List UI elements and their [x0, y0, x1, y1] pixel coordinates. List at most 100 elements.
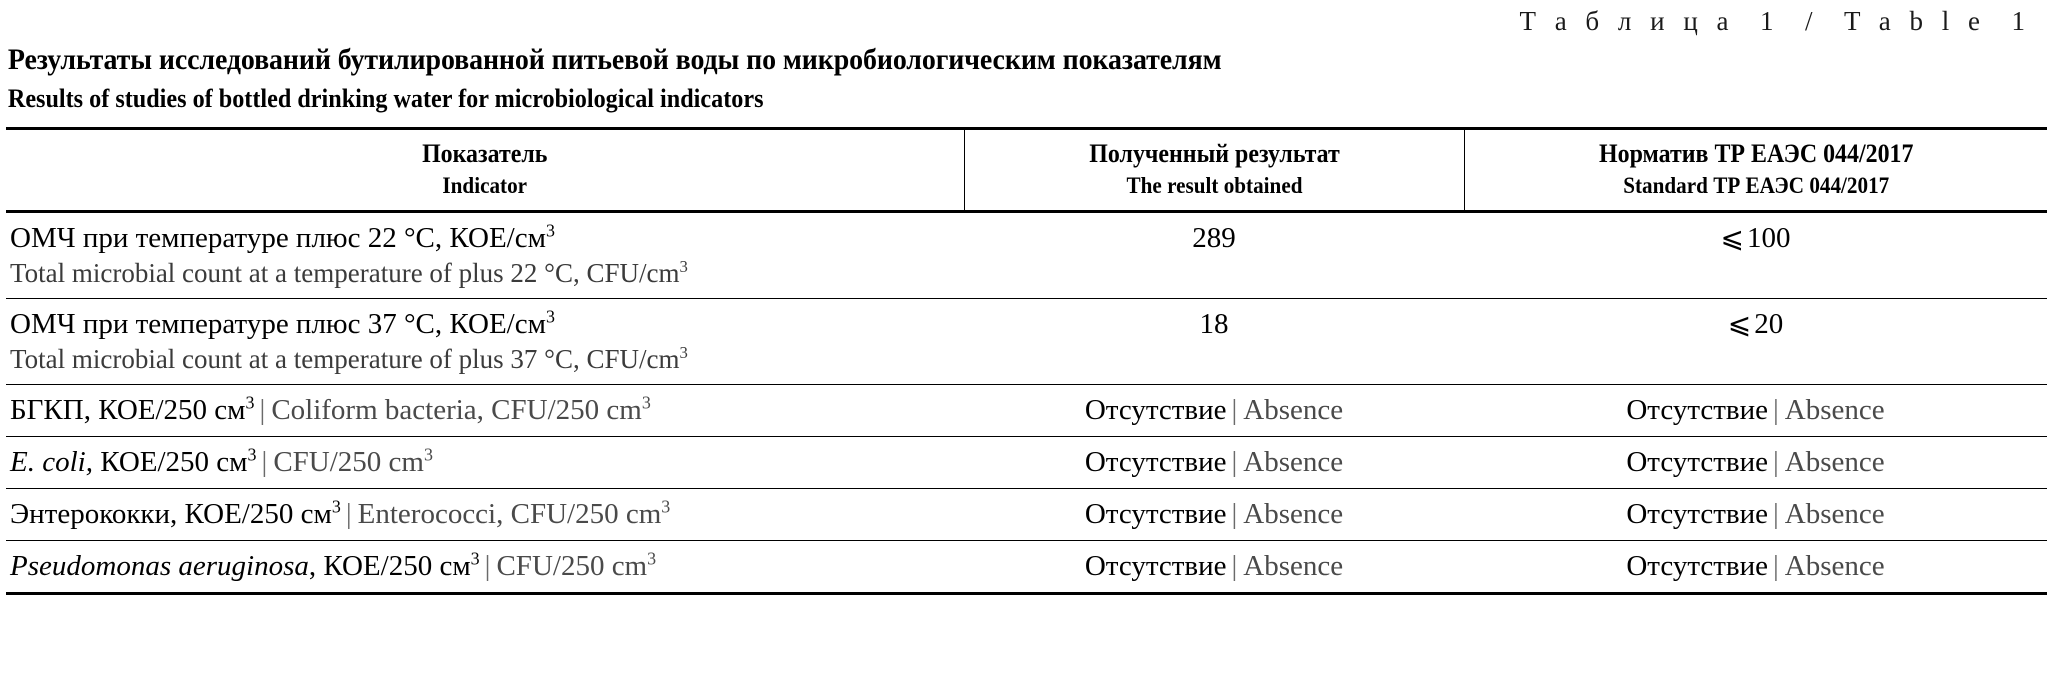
value-en: Absence [1243, 446, 1344, 478]
table-body: ОМЧ при температуре плюс 22 °C, КОЕ/см3 T… [6, 212, 2047, 594]
indicator-ru: ОМЧ при температуре плюс 22 °C, КОЕ/см3 [10, 220, 954, 256]
superscript: 3 [679, 257, 688, 276]
indicator-ru-units: , КОЕ/250 см [308, 550, 471, 582]
cell-result-value: 18 [1200, 308, 1229, 340]
value-ru: Отсутствие [1626, 550, 1768, 582]
inline-separator: | [1772, 446, 1779, 478]
value-ru: Отсутствие [1084, 446, 1227, 478]
superscript: 3 [331, 496, 341, 517]
results-table-wrapper: Показатель Indicator Полученный результа… [6, 127, 2047, 595]
cell-standard-value: ⩽ 100 [1721, 222, 1791, 254]
indicator-ru-text: БГКП, КОЕ/250 см [10, 394, 246, 426]
inline-separator: | [261, 446, 268, 478]
cell-result: Отсутствие | Absence [964, 437, 1464, 489]
cell-standard: Отсутствие | Absence [1464, 437, 2047, 489]
cell-indicator: БГКП, КОЕ/250 см3 | Coliform bacteria, CFU… [6, 385, 964, 437]
column-header-standard-en: Standard ТР ЕАЭС 044/2017 [1622, 173, 1889, 198]
inline-separator: | [1231, 498, 1238, 530]
table-row: ОМЧ при температуре плюс 22 °C, КОЕ/см3 T… [6, 212, 2047, 299]
inline-separator: | [259, 394, 266, 426]
superscript: 3 [470, 548, 480, 569]
superscript: 3 [245, 392, 255, 413]
indicator-en: Total microbial count at a temperature o… [10, 343, 688, 374]
cell-result-value: Отсутствие | Absence [1085, 446, 1343, 478]
indicator-en-text: CFU/250 cm [273, 446, 424, 478]
column-header-result-en: The result obtained [1126, 173, 1302, 198]
indicator-ru: E. coli, КОЕ/250 см3 | CFU/250 cm3 [10, 444, 954, 480]
table-row: E. coli, КОЕ/250 см3 | CFU/250 cm3 Отсутств… [6, 437, 2047, 489]
value-en: Absence [1243, 498, 1344, 530]
cell-result: Отсутствие | Absence [964, 541, 1464, 594]
value-en: Absence [1243, 394, 1344, 426]
cell-indicator: Энтерококки, КОЕ/250 см3 | Enterococci, CF… [6, 489, 964, 541]
less-or-equal-symbol: ⩽ [1720, 223, 1744, 254]
indicator-en-text: CFU/250 cm [496, 550, 648, 582]
numeric-value: 18 [1199, 308, 1229, 340]
column-header-standard-ru: Норматив ТР ЕАЭС 044/2017 [1598, 139, 1913, 168]
column-header-indicator-en: Indicator [442, 173, 528, 198]
cell-indicator: Pseudomonas aeruginosa, КОЕ/250 см3 | CFU/… [6, 541, 964, 594]
results-table: Показатель Indicator Полученный результа… [6, 127, 2047, 595]
cell-result-value: 289 [1192, 222, 1236, 254]
value-en: Absence [1784, 498, 1885, 530]
inline-separator: | [1231, 550, 1238, 582]
indicator-en-text: Enterococci, CFU/250 cm [357, 498, 662, 530]
value-ru: Отсутствие [1626, 394, 1768, 426]
value-ru: Отсутствие [1626, 498, 1768, 530]
table-title-en: Results of studies of bottled drinking w… [7, 84, 764, 113]
superscript: 3 [545, 220, 555, 241]
superscript: 3 [423, 444, 433, 465]
value-en: Absence [1784, 550, 1885, 582]
indicator-ru-text: E. coli, [10, 446, 93, 478]
less-or-equal-symbol: ⩽ [1727, 309, 1752, 340]
cell-standard-value: ⩽ 20 [1728, 308, 1783, 340]
table-number-caption: Т а б л и ц а 1 / T a b l e 1 [1519, 6, 2031, 36]
cell-result: Отсутствие | Absence [964, 385, 1464, 437]
cell-standard-value: Отсутствие | Absence [1626, 446, 1884, 478]
column-header-result-ru: Полученный результат [1088, 139, 1340, 168]
numeric-value: 100 [1746, 222, 1791, 254]
cell-standard: ⩽ 20 [1464, 299, 2047, 385]
table-row: Pseudomonas aeruginosa, КОЕ/250 см3 | CFU/… [6, 541, 2047, 594]
cell-result-value: Отсутствие | Absence [1085, 550, 1343, 582]
indicator-ru: Pseudomonas aeruginosa, КОЕ/250 см3 | CFU/… [10, 548, 954, 584]
indicator-ru-text: Энтерококки, КОЕ/250 см [10, 498, 332, 530]
indicator-ru: Энтерококки, КОЕ/250 см3 | Enterococci, CF… [10, 496, 954, 532]
cell-result: 289 [964, 212, 1464, 299]
inline-separator: | [1772, 394, 1779, 426]
value-en: Absence [1784, 446, 1885, 478]
table-row: ОМЧ при температуре плюс 37 °C, КОЕ/см3 T… [6, 299, 2047, 385]
cell-indicator: E. coli, КОЕ/250 см3 | CFU/250 cm3 [6, 437, 964, 489]
value-ru: Отсутствие [1084, 498, 1227, 530]
cell-result-value: Отсутствие | Absence [1085, 394, 1343, 426]
cell-standard: Отсутствие | Absence [1464, 489, 2047, 541]
value-ru: Отсутствие [1084, 550, 1227, 582]
superscript: 3 [247, 444, 257, 465]
indicator-en-text: Coliform bacteria, CFU/250 cm [271, 394, 642, 426]
indicator-ru-units: КОЕ/250 см [92, 446, 248, 478]
value-en: Absence [1784, 394, 1885, 426]
cell-standard: Отсутствие | Absence [1464, 541, 2047, 594]
indicator-ru-text: ОМЧ при температуре плюс 37 °C, КОЕ/см [10, 308, 546, 340]
cell-result: Отсутствие | Absence [964, 489, 1464, 541]
inline-separator: | [1772, 498, 1779, 530]
table-row: БГКП, КОЕ/250 см3 | Coliform bacteria, CFU… [6, 385, 2047, 437]
numeric-value: 20 [1754, 308, 1784, 340]
value-en: Absence [1243, 550, 1344, 582]
cell-standard: ⩽ 100 [1464, 212, 2047, 299]
indicator-ru: ОМЧ при температуре плюс 37 °C, КОЕ/см3 [10, 306, 954, 342]
column-header-standard: Норматив ТР ЕАЭС 044/2017 Standard ТР ЕА… [1463, 128, 2047, 212]
numeric-value: 289 [1192, 222, 1236, 254]
table-row: Энтерококки, КОЕ/250 см3 | Enterococci, CF… [6, 489, 2047, 541]
cell-standard-value: Отсутствие | Absence [1626, 550, 1884, 582]
inline-separator: | [484, 550, 491, 582]
superscript: 3 [641, 392, 651, 413]
cell-result-value: Отсутствие | Absence [1085, 498, 1343, 530]
inline-separator: | [345, 498, 352, 530]
inline-separator: | [1231, 394, 1238, 426]
cell-standard: Отсутствие | Absence [1464, 385, 2047, 437]
indicator-en: Total microbial count at a temperature o… [10, 257, 688, 288]
column-header-indicator: Показатель Indicator [6, 129, 964, 212]
cell-standard-value: Отсутствие | Absence [1626, 394, 1884, 426]
